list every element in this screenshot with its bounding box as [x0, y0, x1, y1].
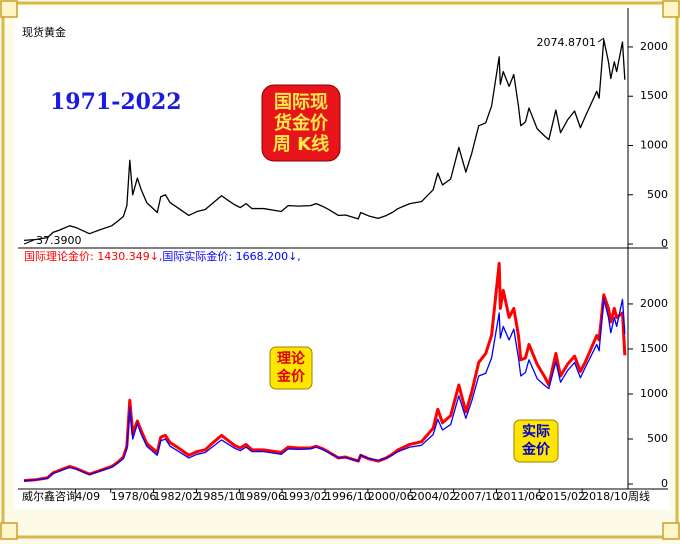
annotation-line [597, 37, 605, 43]
badge [513, 419, 559, 463]
badge-text: 金价 [521, 441, 551, 458]
x-tick-label: 2015/02 [539, 490, 585, 503]
x-tick-label: 1982/02 [154, 490, 200, 503]
badge [261, 84, 341, 162]
legend-entry: 国际实际金价: 1668.200↓, [162, 249, 300, 263]
y-tick-label: 0 [661, 237, 668, 250]
badge-text: 国际现 [274, 92, 328, 113]
symbol-label: 现货黄金 [22, 25, 66, 39]
y-tick-label: 1500 [640, 342, 668, 355]
badge-text: 货金价 [274, 112, 329, 134]
y-tick-label: 500 [647, 188, 668, 201]
annotation-line [23, 239, 35, 245]
y-tick-label: 500 [647, 432, 668, 445]
x-tick-label: 1985/10 [196, 490, 242, 503]
y-tick-label: 0 [661, 477, 668, 490]
x-tick-label: 1993/02 [282, 490, 328, 503]
chart-title: 1971-2022 [50, 89, 182, 115]
badge-text: 金价 [276, 368, 306, 385]
x-tick-label: 2011/06 [496, 490, 542, 503]
series-line [23, 297, 626, 482]
legend-entry: 国际理论金价: 1430.349↓, [24, 249, 162, 263]
x-tick-label: 1978/06 [111, 490, 157, 503]
y-tick-label: 1000 [640, 138, 668, 151]
frame-label: 威尔鑫咨询 [22, 489, 77, 503]
x-tick-label: 2018/10 [582, 490, 628, 503]
period-label: 周线 [628, 489, 650, 503]
y-tick-label: 1500 [640, 89, 668, 102]
x-tick-label: 2000/06 [368, 490, 414, 503]
y-tick-label: 1000 [640, 387, 668, 400]
y-tick-label: 2000 [640, 40, 668, 53]
plot-background [14, 8, 670, 510]
badge [269, 346, 313, 390]
x-tick-label: 2007/10 [454, 490, 500, 503]
badge-text: 理论 [277, 350, 306, 367]
annotation: 2074.8701 [537, 36, 597, 49]
y-tick-label: 2000 [640, 297, 668, 310]
annotation: 37.3900 [36, 234, 82, 247]
x-tick-label: 1996/10 [325, 490, 371, 503]
badge-text: 周 K线 [273, 133, 329, 155]
series-line [23, 38, 626, 242]
x-tick-label: 1989/06 [239, 490, 285, 503]
legend: 国际理论金价: 1430.349↓,国际实际金价: 1668.200↓, [24, 249, 301, 263]
badge-text: 实际 [522, 423, 550, 440]
x-tick-label: 4/09 [75, 490, 100, 503]
x-tick-label: 2004/02 [411, 490, 457, 503]
